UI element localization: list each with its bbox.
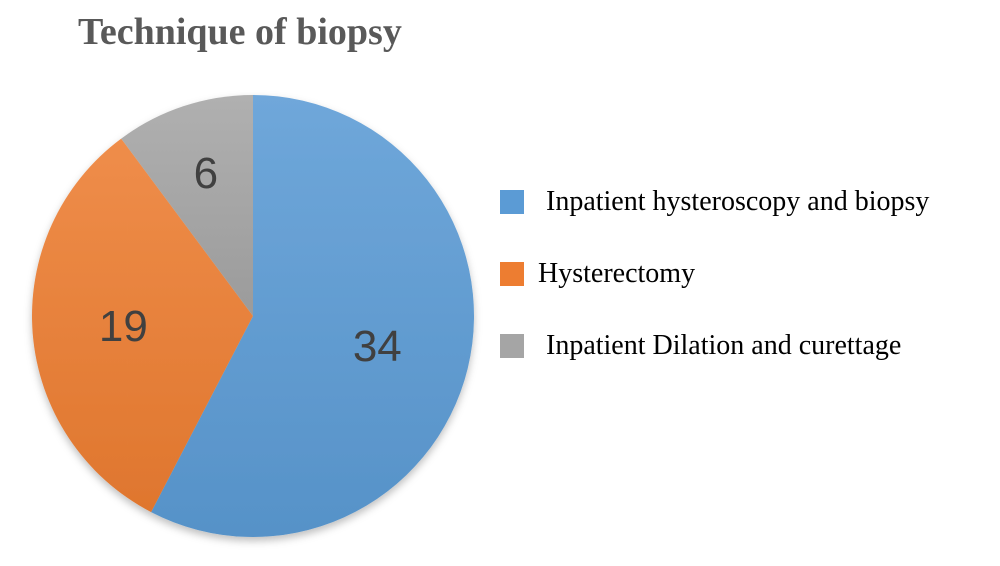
pie-data-label: 19 <box>99 302 148 351</box>
legend-label: Hysterectomy <box>538 258 696 289</box>
pie-data-label: 6 <box>194 149 218 198</box>
legend-item: Inpatient hysteroscopy and biopsy <box>500 184 929 220</box>
pie-slices <box>32 95 475 537</box>
pie-data-label: 34 <box>353 322 402 371</box>
chart-title: Technique of biopsy <box>78 11 402 53</box>
pie-slice-hysterectomy <box>32 138 253 513</box>
legend-swatch <box>500 190 524 214</box>
legend: Inpatient hysteroscopy and biopsy Hyster… <box>500 184 929 400</box>
legend-swatch <box>500 262 524 286</box>
pie-slice-dilation-curettage <box>121 95 253 316</box>
pie-data-labels: 34 19 6 <box>99 149 402 371</box>
legend-item: Inpatient Dilation and curettage <box>500 328 929 364</box>
legend-label: Inpatient hysteroscopy and biopsy <box>546 186 930 217</box>
legend-item: Hysterectomy <box>500 256 929 292</box>
pie-slice-inpatient-hysteroscopy <box>151 95 475 537</box>
legend-swatch <box>500 334 524 358</box>
legend-label: Inpatient Dilation and curettage <box>546 330 902 361</box>
